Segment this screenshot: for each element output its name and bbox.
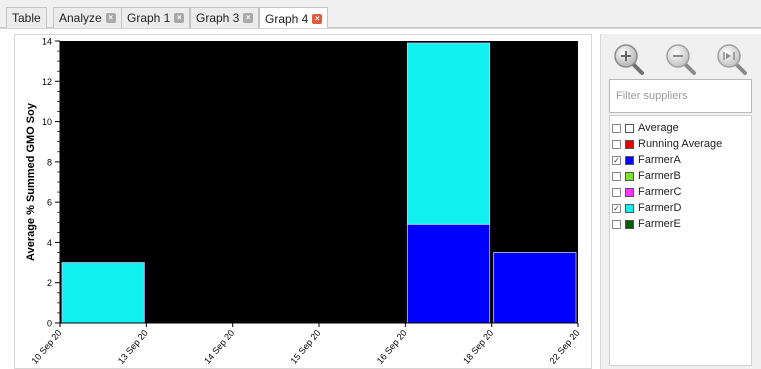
y-tick-label: 2	[47, 278, 52, 288]
supplier-item[interactable]: FarmerC	[610, 184, 681, 200]
x-tick-label: 18 Sep 20	[461, 328, 495, 366]
x-tick-label: 16 Sep 20	[375, 328, 409, 366]
supplier-label: Running Average	[638, 138, 723, 150]
supplier-label: FarmerE	[638, 218, 681, 230]
tab-label: Graph 3	[196, 11, 240, 25]
bar-segment	[406, 42, 491, 225]
supplier-color-swatch	[625, 155, 634, 165]
bar-segment	[493, 252, 577, 324]
zoom-out-icon[interactable]	[663, 42, 697, 76]
filter-suppliers-input[interactable]	[610, 80, 751, 112]
zoom-fit-icon[interactable]	[714, 42, 748, 76]
x-tick-label: 14 Sep 20	[202, 328, 236, 366]
supplier-color-swatch	[625, 219, 634, 229]
supplier-color-swatch	[625, 123, 634, 133]
supplier-item[interactable]: FarmerB	[610, 168, 681, 184]
supplier-checkbox[interactable]: ✓	[612, 203, 621, 213]
x-tick-label: 10 Sep 20	[29, 328, 63, 366]
supplier-checkbox[interactable]: ✓	[612, 155, 621, 165]
supplier-item[interactable]: Average	[610, 120, 679, 136]
supplier-item[interactable]: Running Average	[610, 136, 722, 152]
close-icon[interactable]: ×	[243, 13, 254, 23]
y-tick-label: 12	[42, 77, 52, 87]
tab-table[interactable]: Table	[6, 7, 47, 28]
supplier-checkbox[interactable]	[612, 123, 621, 133]
y-axis-label: Average % Summed GMO Soy	[25, 102, 37, 261]
close-icon[interactable]: ×	[105, 13, 116, 23]
tab-label: Table	[12, 11, 41, 25]
supplier-label: FarmerD	[638, 202, 682, 214]
y-tick-label: 0	[47, 319, 52, 329]
plot-background	[60, 41, 578, 323]
bar-segment	[406, 223, 491, 324]
supplier-item[interactable]: ✓ FarmerD	[610, 200, 681, 216]
supplier-label: Average	[638, 122, 679, 134]
bar-chart: 0 2 4 6 8 10 12 14 Average % Summed GMO Soy 10 Se…	[25, 37, 582, 366]
supplier-item[interactable]: FarmerE	[610, 216, 681, 232]
supplier-checkbox[interactable]	[612, 219, 621, 229]
supplier-item[interactable]: ✓ FarmerA	[610, 152, 681, 168]
y-tick-label: 4	[47, 238, 52, 248]
supplier-color-swatch	[625, 187, 634, 197]
tab-label: Analyze	[59, 11, 102, 25]
supplier-list: Average Running Average ✓ FarmerA FarmerB Far…	[609, 115, 752, 366]
supplier-label: FarmerC	[638, 186, 682, 198]
supplier-label: FarmerA	[638, 154, 681, 166]
x-tick-label: 15 Sep 20	[288, 328, 322, 366]
tab-graph-1[interactable]: Graph 1 ×	[121, 7, 191, 28]
x-tick-label: 13 Sep 20	[116, 328, 150, 366]
tab-graph-3[interactable]: Graph 3 ×	[190, 7, 260, 28]
y-tick-label: 10	[42, 117, 52, 127]
filter-suppliers-field[interactable]	[609, 79, 752, 113]
tab-graph-4[interactable]: Graph 4 ×	[259, 7, 329, 29]
y-tick-label: 14	[42, 37, 52, 47]
supplier-color-swatch	[625, 139, 634, 149]
close-icon[interactable]: ×	[312, 13, 323, 24]
tab-label: Graph 4	[265, 11, 309, 26]
tab-analyze[interactable]: Analyze ×	[53, 7, 122, 28]
supplier-checkbox[interactable]	[612, 171, 621, 181]
close-icon[interactable]: ×	[174, 13, 185, 23]
supplier-color-swatch	[625, 171, 634, 181]
y-tick-label: 8	[47, 157, 52, 167]
supplier-color-swatch	[625, 203, 634, 213]
supplier-label: FarmerB	[638, 170, 681, 182]
x-tick-label: 22 Sep 20	[547, 328, 581, 366]
tab-bar: Table Analyze × Graph 1 × Graph 3 × Graph 4…	[0, 0, 761, 29]
supplier-checkbox[interactable]	[612, 187, 621, 197]
chart-area: 0 2 4 6 8 10 12 14 Average % Summed GMO Soy 10 Se…	[14, 34, 592, 369]
zoom-in-icon[interactable]	[611, 42, 645, 76]
supplier-checkbox[interactable]	[612, 139, 621, 149]
supplier-sidebar: Average Running Average ✓ FarmerA FarmerB Far…	[600, 34, 761, 369]
tab-label: Graph 1	[127, 11, 171, 25]
bar-segment	[61, 262, 145, 324]
y-tick-label: 6	[47, 198, 52, 208]
